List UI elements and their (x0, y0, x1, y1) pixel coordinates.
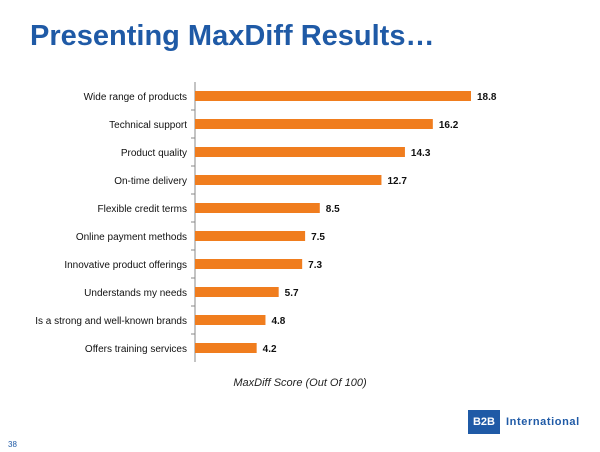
category-label: Innovative product offerings (64, 260, 187, 271)
value-label: 4.2 (263, 344, 277, 355)
value-label: 12.7 (387, 176, 407, 187)
bar (195, 231, 306, 241)
category-label: Is a strong and well-known brands (35, 316, 187, 327)
logo-mark: B2B (468, 410, 500, 434)
value-label: 7.3 (308, 260, 322, 271)
bar (195, 259, 303, 269)
value-label: 8.5 (326, 204, 340, 215)
bar (195, 343, 257, 353)
category-label: Offers training services (85, 344, 187, 355)
category-label: On-time delivery (114, 176, 187, 187)
category-label: Product quality (121, 148, 187, 159)
category-label: Understands my needs (84, 288, 187, 299)
bar (195, 91, 471, 101)
value-label: 7.5 (311, 232, 325, 243)
bar (195, 147, 405, 157)
value-label: 14.3 (411, 148, 431, 159)
category-label: Online payment methods (76, 232, 187, 243)
bar (195, 287, 279, 297)
value-label: 4.8 (271, 316, 285, 327)
bar (195, 119, 433, 129)
bar (195, 315, 266, 325)
logo-text: International (506, 416, 580, 428)
company-logo: B2B International (468, 410, 580, 434)
category-label: Technical support (109, 120, 187, 131)
value-label: 16.2 (439, 120, 459, 131)
x-axis-label: MaxDiff Score (Out Of 100) (233, 377, 367, 389)
bar (195, 175, 382, 185)
bar (195, 203, 320, 213)
value-label: 5.7 (285, 288, 299, 299)
page-number: 38 (8, 440, 17, 449)
category-label: Wide range of products (84, 92, 187, 103)
slide-title: Presenting MaxDiff Results… (30, 20, 435, 52)
value-label: 18.8 (477, 92, 497, 103)
category-label: Flexible credit terms (98, 204, 187, 215)
